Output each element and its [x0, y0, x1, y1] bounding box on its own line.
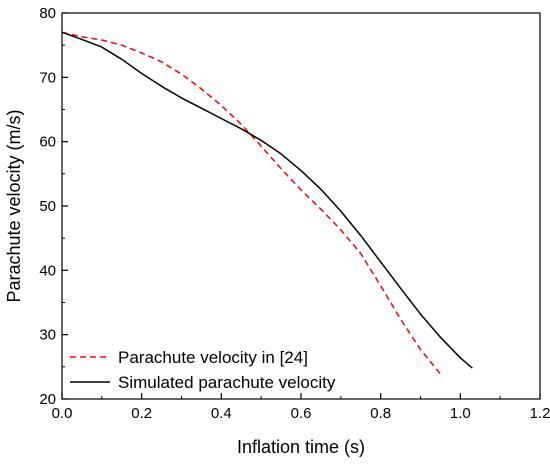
y-tick-label: 50 [39, 198, 56, 215]
y-tick-label: 40 [39, 262, 56, 279]
y-tick-label: 30 [39, 327, 56, 344]
x-tick-label: 0.2 [131, 405, 152, 422]
y-tick-label: 20 [39, 391, 56, 408]
legend-label-reference: Parachute velocity in [24] [118, 348, 308, 367]
x-tick-label: 0.4 [211, 405, 232, 422]
series-line-simulated [61, 31, 473, 369]
x-axis-title: Inflation time (s) [237, 437, 365, 457]
legend: Parachute velocity in [24] Simulated par… [70, 348, 336, 392]
legend-label-simulated: Simulated parachute velocity [118, 373, 336, 392]
x-tick-label: 0.6 [291, 405, 312, 422]
y-axis-title: Parachute velocity (m/s) [4, 109, 24, 302]
series-layer [61, 31, 473, 375]
y-tick-label: 80 [39, 5, 56, 22]
x-tick-label: 1.0 [450, 405, 471, 422]
x-tick-label: 0.0 [52, 405, 73, 422]
y-axis-ticks: 20 30 40 50 60 70 80 [39, 5, 68, 408]
series-line-reference [61, 31, 441, 375]
x-axis-ticks: 0.0 0.2 0.4 0.6 0.8 1.0 1.2 [52, 393, 550, 422]
y-tick-label: 60 [39, 134, 56, 151]
plot-area [61, 12, 541, 400]
x-tick-label: 0.8 [370, 405, 391, 422]
x-tick-label: 1.2 [530, 405, 550, 422]
y-tick-label: 70 [39, 69, 56, 86]
